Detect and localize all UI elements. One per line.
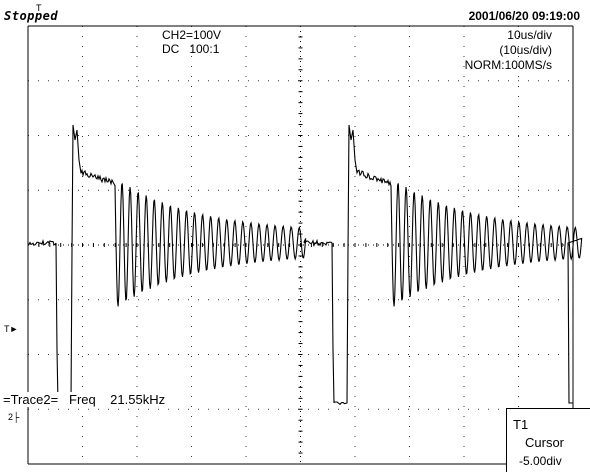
trigger-position-marker: T — [36, 3, 42, 13]
cursor-mode[interactable]: Cursor — [525, 435, 564, 450]
timebase-info: 10us/div (10us/div) NORM:100MS/s — [465, 28, 552, 73]
trigger-level-marker: T► — [4, 324, 18, 334]
acquisition-mode: NORM:100MS/s — [465, 58, 552, 73]
timebase-main: 10us/div — [465, 28, 552, 43]
waveform-trace — [28, 125, 582, 404]
cursor-panel[interactable]: T1 Cursor -5.00div — [506, 408, 590, 472]
channel-scale: CH2=100V — [162, 28, 221, 42]
channel-coupling: DC 100:1 — [162, 42, 221, 56]
frequency-measurement: =Trace2= Freq 21.55kHz — [3, 392, 165, 407]
acquisition-status: Stopped — [4, 9, 58, 23]
status-bar: Stopped T 2001/06/20 09:19:00 — [0, 0, 590, 26]
date-time: 2001/06/20 09:19:00 — [469, 9, 580, 23]
channel-ground-marker: 2├ — [8, 412, 19, 422]
channel-info: CH2=100V DC 100:1 — [162, 28, 221, 56]
timebase-zoom: (10us/div) — [465, 43, 552, 58]
cursor-panel-title: T1 — [513, 417, 528, 432]
cursor-value[interactable]: -5.00div — [519, 454, 562, 468]
